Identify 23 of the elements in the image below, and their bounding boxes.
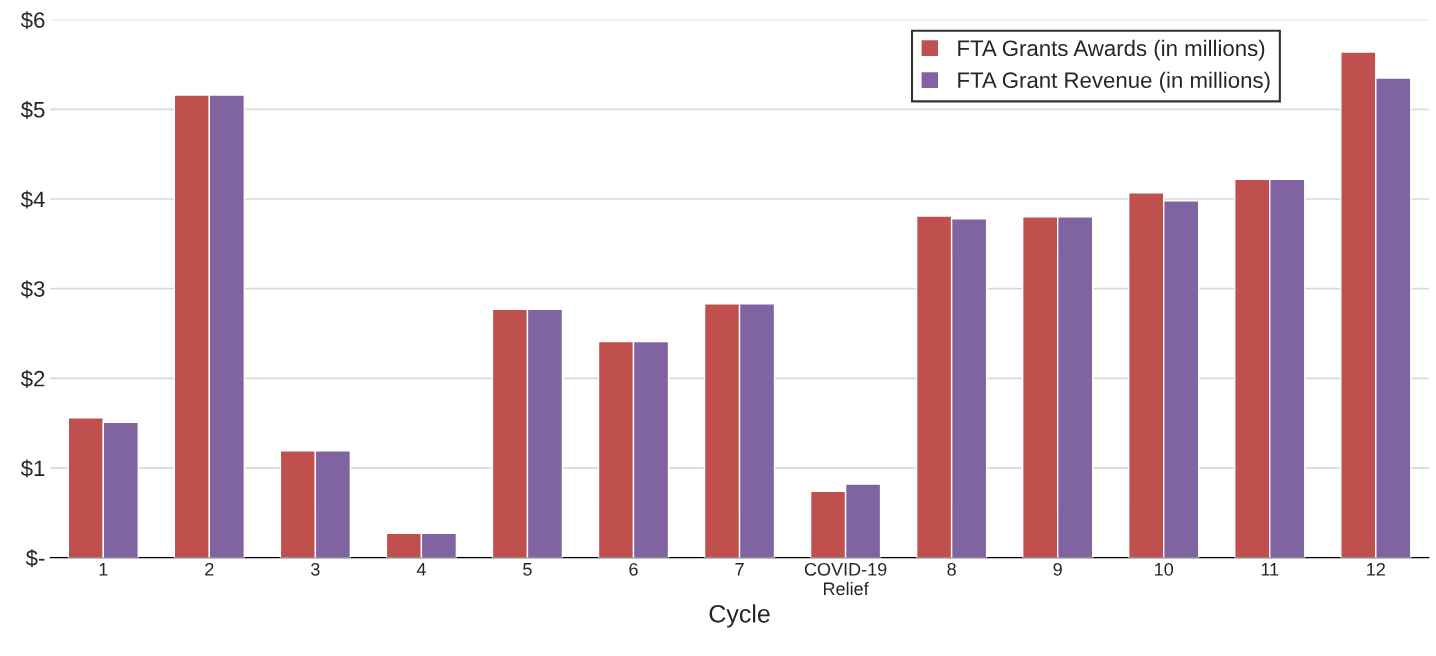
x-tick-label: COVID-19 Relief bbox=[804, 562, 887, 596]
x-tick-label: 1 bbox=[99, 563, 108, 576]
x-tick-label: 3 bbox=[311, 562, 320, 576]
x-tick-label: 10 bbox=[1155, 562, 1174, 576]
x-tick-label: 7 bbox=[735, 563, 744, 576]
legend-label: FTA Grants Awards (in millions) bbox=[958, 39, 1265, 61]
x-tick-label: 4 bbox=[416, 563, 426, 576]
legend-label: FTA Grant Revenue (in millions) bbox=[958, 71, 1270, 93]
y-tick-label: $1 bbox=[20, 459, 45, 478]
y-tick-label: $5 bbox=[20, 100, 45, 119]
y-tick-label: $6 bbox=[20, 11, 45, 30]
x-tick-label: 2 bbox=[205, 562, 214, 576]
y-tick-label: $2 bbox=[20, 369, 45, 388]
y-tick-label: $- bbox=[25, 549, 45, 568]
x-tick-label: 9 bbox=[1053, 562, 1062, 576]
x-tick-label: 8 bbox=[947, 562, 956, 576]
y-tick-label: $4 bbox=[20, 190, 45, 209]
x-axis-title: Cycle bbox=[709, 604, 770, 628]
x-tick-label: 12 bbox=[1367, 562, 1385, 576]
y-tick-label: $3 bbox=[20, 280, 45, 299]
x-tick-label: 6 bbox=[629, 562, 638, 576]
x-tick-label: 5 bbox=[523, 563, 532, 576]
x-tick-label: 11 bbox=[1261, 563, 1279, 576]
